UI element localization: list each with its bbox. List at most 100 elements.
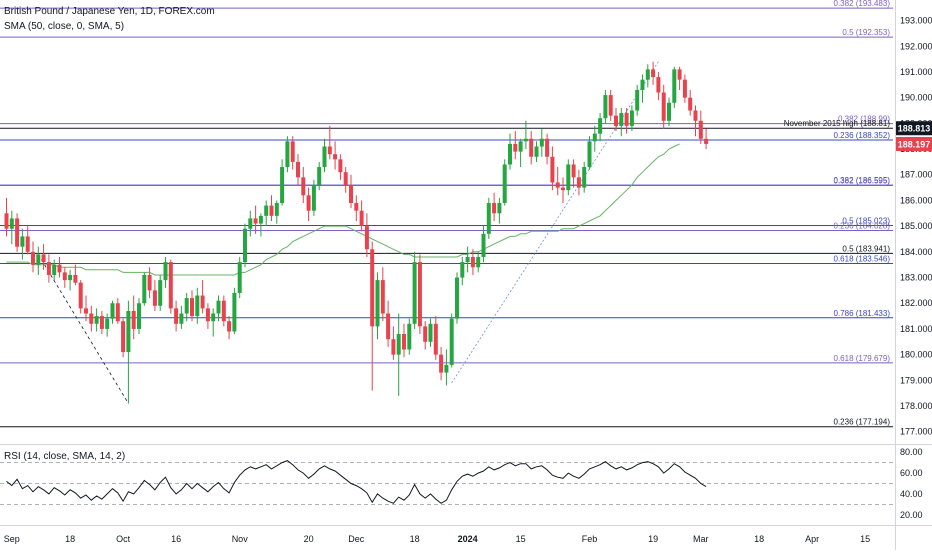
- candle-body: [232, 292, 237, 332]
- rsi-legend: RSI (14, close, SMA, 14, 2): [4, 451, 126, 462]
- candle-body: [200, 295, 205, 309]
- candle-body: [142, 274, 147, 304]
- candle-body: [635, 89, 640, 111]
- candle-body: [667, 102, 671, 121]
- price-tick-label: 182.000: [900, 298, 932, 308]
- candle-body: [656, 77, 661, 93]
- candle-body: [349, 185, 353, 204]
- time-tick-label: 18: [65, 534, 75, 544]
- candle-body: [423, 326, 428, 342]
- candle-body: [476, 256, 481, 268]
- candle-body: [576, 177, 581, 188]
- price-tick-label: 181.000: [900, 324, 932, 334]
- candle-body: [205, 308, 210, 322]
- candle-body: [502, 164, 507, 204]
- candle-body: [121, 321, 126, 353]
- time-tick-label: Apr: [805, 534, 819, 544]
- candle-body: [460, 262, 465, 278]
- candle-body: [168, 262, 173, 309]
- candle-body: [614, 115, 618, 126]
- level-label-5: 0.382 (186.595): [834, 176, 891, 185]
- candle-body: [94, 316, 99, 324]
- candle-body: [380, 280, 385, 314]
- level-label-4: 0.236 (188.352): [834, 131, 891, 140]
- candle-body: [497, 203, 502, 214]
- candle-body: [147, 274, 152, 291]
- candle-body: [640, 79, 645, 90]
- candle-body: [20, 236, 25, 247]
- candle-body: [115, 303, 120, 322]
- candle-body: [211, 313, 216, 322]
- time-tick-label: Dec: [348, 534, 365, 544]
- price-tick-label: 186.000: [900, 195, 932, 205]
- candle-body: [433, 323, 438, 355]
- candle-body: [301, 177, 306, 196]
- candle-body: [258, 215, 263, 224]
- candle-body: [280, 167, 285, 204]
- candle-body: [354, 203, 359, 211]
- current-price-label: 188.197: [898, 139, 931, 149]
- sma-legend: SMA (50, close, 0, SMA, 5): [4, 21, 125, 32]
- time-tick-label: 15: [516, 534, 526, 544]
- candle-body: [470, 256, 475, 268]
- candle-body: [693, 110, 698, 121]
- price-tick-label: 179.000: [900, 375, 932, 385]
- level-label-10: 0.618 (183.546): [834, 255, 891, 264]
- price-tick-label: 187.000: [900, 170, 932, 180]
- price-tick-label: 178.000: [900, 401, 932, 411]
- candle-body: [137, 303, 141, 329]
- rsi-line: [6, 460, 707, 504]
- candle-body: [89, 313, 94, 324]
- candle-body: [126, 310, 131, 353]
- candle-body: [327, 146, 332, 155]
- candle-body: [417, 262, 422, 327]
- rsi-tick-label: 40.00: [900, 489, 923, 499]
- symbol-title: British Pound / Japanese Yen, 1D, FOREX.…: [4, 6, 215, 17]
- fib-trendline-dashed: [37, 254, 129, 404]
- candle-body: [306, 195, 311, 211]
- candle-body: [534, 146, 539, 157]
- candle-body: [492, 203, 497, 214]
- candle-body: [84, 308, 88, 314]
- candle-body: [338, 159, 343, 173]
- candle-body: [4, 213, 9, 229]
- current-price-badge: [896, 136, 932, 151]
- candle-body: [407, 323, 412, 350]
- level-label-9: 0.5 (183.941): [842, 244, 890, 253]
- candle-body: [465, 256, 470, 263]
- candle-body: [513, 143, 518, 152]
- level-label-6: 0.382 (186.595): [834, 177, 891, 186]
- candle-body: [550, 156, 555, 183]
- rsi-tick-label: 60.00: [900, 468, 923, 478]
- candle-body: [237, 262, 242, 293]
- candle-body: [248, 218, 253, 229]
- candle-body: [184, 298, 189, 314]
- level-label-3: November 2015 high (188.81): [784, 119, 891, 128]
- time-tick-label: 18: [754, 534, 764, 544]
- candle-body: [688, 97, 693, 111]
- time-tick-label: 20: [304, 534, 314, 544]
- candle-body: [163, 262, 168, 281]
- candle-body: [386, 313, 391, 340]
- sma-50-line: [6, 143, 680, 276]
- candle-body: [561, 187, 565, 191]
- candle-body: [359, 210, 364, 227]
- candle-body: [508, 143, 512, 165]
- candle-body: [486, 203, 491, 234]
- candle-body: [73, 274, 78, 283]
- level-label-8: 0.236 (184.828): [834, 222, 891, 231]
- candle-body: [52, 264, 57, 275]
- price-tick-label: 193.000: [900, 16, 932, 26]
- candle-body: [566, 164, 571, 191]
- candle-body: [285, 141, 290, 168]
- candle-body: [704, 138, 709, 144]
- level-label-11: 0.786 (181.433): [834, 309, 891, 318]
- candle-body: [402, 334, 406, 350]
- candle-body: [317, 167, 322, 186]
- candle-body: [539, 138, 544, 147]
- candle-body: [62, 272, 67, 281]
- candle-body: [629, 110, 634, 126]
- candle-body: [677, 69, 682, 80]
- candle-body: [78, 282, 83, 309]
- level-label-13: 0.236 (177.194): [834, 418, 891, 427]
